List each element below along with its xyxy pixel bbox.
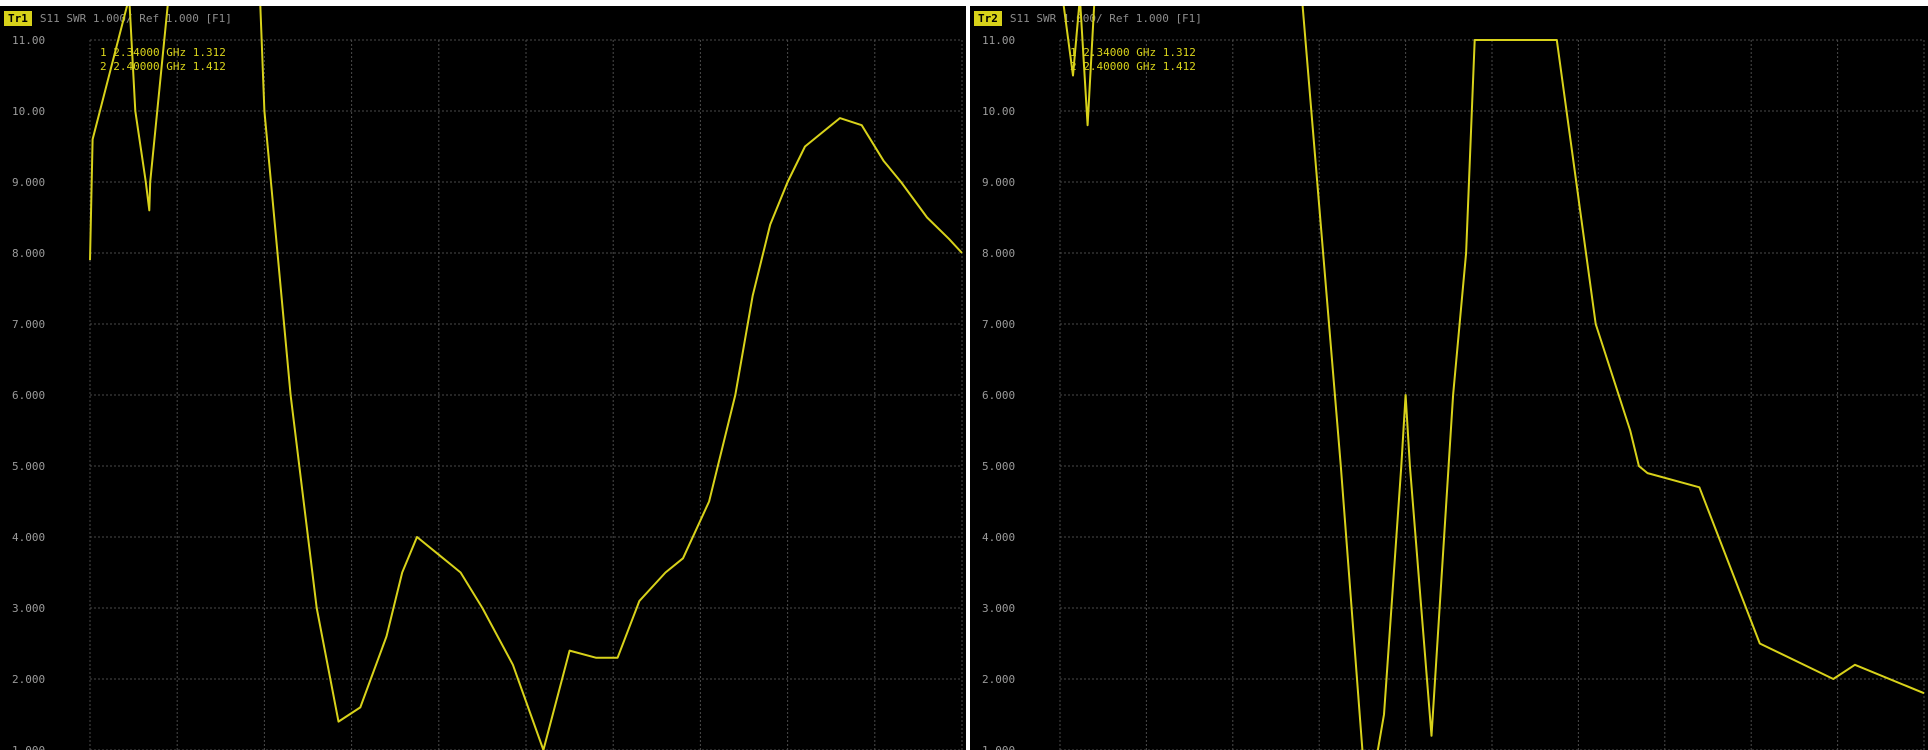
- trace-badge[interactable]: Tr1: [4, 10, 32, 26]
- y-tick-label: 4.000: [12, 531, 45, 544]
- y-tick-label: 10.00: [12, 105, 45, 118]
- marker-readout: 2 2.40000 GHz 1.412: [1070, 60, 1196, 73]
- trace-line: [1062, 6, 1925, 750]
- y-tick-label: 4.000: [982, 531, 1015, 544]
- trace-badge[interactable]: Tr2: [974, 10, 1002, 26]
- y-tick-label: 10.00: [982, 105, 1015, 118]
- chart-panel-right: Tr2 S11 SWR 1.000/ Ref 1.000 [F1] 11.00 1…: [970, 6, 1928, 750]
- y-tick-label: 7.000: [982, 318, 1015, 331]
- trace-header: Tr1 S11 SWR 1.000/ Ref 1.000 [F1]: [4, 10, 232, 26]
- panel-divider: [966, 0, 970, 750]
- trace-format-text: S11 SWR 1.000/ Ref 1.000 [F1]: [39, 11, 232, 25]
- y-tick-label: 3.000: [12, 602, 45, 615]
- y-tick-label: 1.000: [12, 744, 45, 750]
- y-tick-label: 2.000: [982, 673, 1015, 686]
- y-tick-label: 9.000: [12, 176, 45, 189]
- chart-plot-left: 11.00 10.00 9.000 8.000 7.000 6.000 5.000 4.000…: [12, 6, 963, 750]
- y-tick-label: 9.000: [982, 176, 1015, 189]
- marker-readout: 1 2.34000 GHz 1.312: [100, 46, 226, 59]
- y-tick-label: 6.000: [982, 389, 1015, 402]
- y-tick-label: 11.00: [12, 34, 45, 47]
- chart-panel-left: Tr1 S11 SWR 1.000/ Ref 1.000 [F1] 11.00 1…: [0, 6, 966, 750]
- y-tick-label: 7.000: [12, 318, 45, 331]
- y-tick-label: 11.00: [982, 34, 1015, 47]
- y-tick-label: 1.000: [982, 744, 1015, 750]
- marker-readout: 1 2.34000 GHz 1.312: [1070, 46, 1196, 59]
- y-tick-label: 6.000: [12, 389, 45, 402]
- trace-format-text: S11 SWR 1.000/ Ref 1.000 [F1]: [1009, 11, 1202, 25]
- chart-plot-right: 11.00 10.00 9.000 8.000 7.000 6.000 5.000 4.000…: [982, 6, 1925, 750]
- trace-line: [89, 6, 963, 750]
- y-tick-label: 5.000: [982, 460, 1015, 473]
- y-tick-label: 8.000: [982, 247, 1015, 260]
- y-tick-label: 8.000: [12, 247, 45, 260]
- marker-readout: 2 2.40000 GHz 1.412: [100, 60, 226, 73]
- y-tick-label: 3.000: [982, 602, 1015, 615]
- y-tick-label: 2.000: [12, 673, 45, 686]
- y-tick-label: 5.000: [12, 460, 45, 473]
- trace-header: Tr2 S11 SWR 1.000/ Ref 1.000 [F1]: [974, 10, 1202, 26]
